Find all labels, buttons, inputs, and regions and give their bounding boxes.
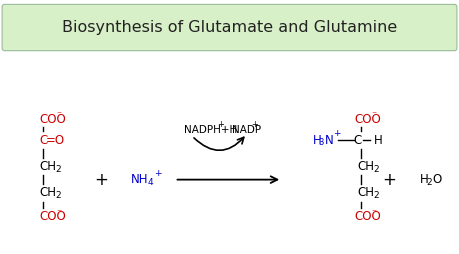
Text: 2: 2 bbox=[56, 165, 61, 173]
Text: C: C bbox=[353, 134, 362, 147]
Text: +: + bbox=[251, 120, 258, 129]
Text: COO: COO bbox=[354, 210, 381, 223]
Text: 2: 2 bbox=[427, 178, 432, 187]
Text: COO: COO bbox=[39, 210, 67, 223]
Text: N: N bbox=[325, 134, 333, 147]
Text: 2: 2 bbox=[374, 165, 379, 173]
Text: COO: COO bbox=[354, 113, 381, 126]
Text: ⁻: ⁻ bbox=[56, 110, 62, 120]
Text: 4: 4 bbox=[147, 178, 153, 187]
Text: +: + bbox=[95, 171, 108, 189]
Text: 2: 2 bbox=[56, 191, 61, 200]
Text: NADP: NADP bbox=[232, 125, 261, 135]
Text: +: + bbox=[333, 129, 341, 138]
Text: Biosynthesis of Glutamate and Glutamine: Biosynthesis of Glutamate and Glutamine bbox=[62, 20, 397, 35]
Text: NH: NH bbox=[131, 173, 149, 186]
Text: +: + bbox=[154, 169, 162, 178]
Text: 3: 3 bbox=[319, 138, 324, 147]
Text: H: H bbox=[420, 173, 428, 186]
Text: CH: CH bbox=[39, 186, 56, 199]
Text: CH: CH bbox=[358, 186, 375, 199]
Text: H: H bbox=[313, 134, 322, 147]
Text: O: O bbox=[432, 173, 442, 186]
Text: CH: CH bbox=[39, 160, 56, 173]
Text: =O: =O bbox=[46, 134, 65, 147]
Text: +: + bbox=[217, 120, 224, 129]
FancyBboxPatch shape bbox=[2, 4, 457, 51]
Text: ⁻: ⁻ bbox=[56, 208, 62, 218]
Text: CH: CH bbox=[358, 160, 375, 173]
Text: ⁻: ⁻ bbox=[371, 110, 376, 120]
FancyArrowPatch shape bbox=[194, 137, 244, 150]
Text: COO: COO bbox=[39, 113, 67, 126]
Text: 2: 2 bbox=[374, 191, 379, 200]
Text: ⁻: ⁻ bbox=[371, 208, 376, 218]
Text: +: + bbox=[383, 171, 397, 189]
Text: H: H bbox=[374, 134, 382, 147]
Text: NADPH+H: NADPH+H bbox=[184, 125, 237, 135]
Text: C: C bbox=[39, 134, 48, 147]
